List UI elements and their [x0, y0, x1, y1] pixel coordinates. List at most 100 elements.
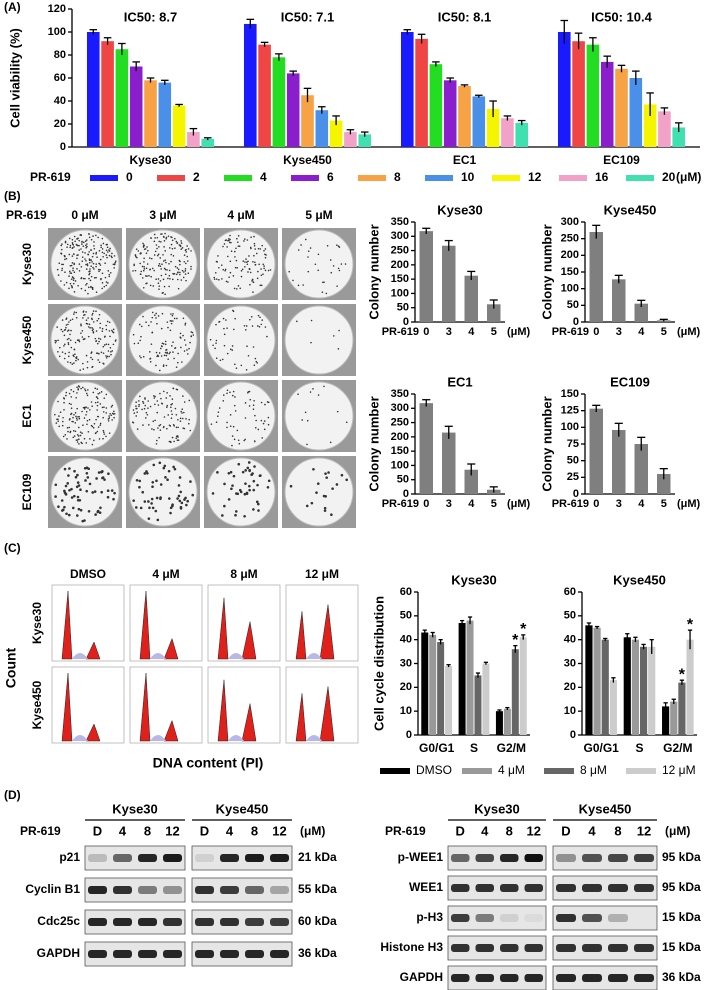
blot-band: [556, 914, 576, 922]
colony: [236, 237, 238, 240]
colony: [80, 324, 82, 327]
colony: [148, 506, 151, 510]
colony: [160, 327, 163, 330]
colony: [244, 261, 246, 263]
colony: [164, 476, 167, 479]
colony: [312, 388, 314, 390]
colony: [81, 519, 85, 523]
blot-band: [270, 886, 289, 894]
colony: [81, 256, 84, 258]
x-tick-label: G2/M: [663, 741, 692, 755]
colony: [177, 494, 181, 498]
colony: [184, 324, 187, 326]
colony: [86, 264, 89, 267]
colony: [138, 405, 140, 408]
colony: [153, 269, 155, 272]
colony: [253, 399, 255, 402]
colony: [262, 422, 265, 425]
colony: [60, 280, 62, 282]
colony: [84, 258, 86, 260]
colony: [111, 329, 113, 332]
colony: [69, 246, 72, 249]
colony: [143, 472, 147, 475]
colony: [138, 485, 141, 489]
colony: [165, 348, 168, 351]
size-label: 15 kDa: [662, 910, 701, 924]
colony: [106, 251, 109, 253]
colony: [113, 416, 115, 419]
colony: [76, 268, 78, 270]
colony: [98, 392, 101, 394]
blot-band: [195, 886, 214, 894]
colony: [170, 441, 172, 444]
colony: [85, 413, 87, 416]
colony: [99, 422, 102, 425]
bar: [643, 104, 657, 147]
colony: [222, 400, 225, 402]
annotation: IC50: 10.4: [591, 9, 652, 24]
colony: [323, 281, 325, 284]
colony: [139, 395, 141, 398]
colony: [88, 273, 90, 276]
colony: [235, 288, 238, 290]
colony: [180, 240, 182, 242]
colony: [95, 418, 97, 421]
colony: [181, 361, 183, 363]
colony: [67, 361, 69, 363]
colony: [157, 253, 160, 255]
colony: [105, 328, 108, 331]
colony: [229, 470, 233, 474]
colony: [251, 279, 254, 281]
colony: [178, 244, 181, 246]
colony: [182, 334, 184, 337]
legend-label: 0: [126, 170, 133, 184]
colony: [175, 273, 178, 276]
colony: [184, 262, 187, 265]
colony: [243, 240, 245, 242]
protein-label: p-H3: [416, 910, 443, 924]
colony: [74, 280, 77, 282]
y-tick-label: 100: [561, 283, 579, 295]
colony: [252, 508, 255, 511]
colony: [99, 258, 102, 261]
bar: [629, 78, 643, 147]
colony: [323, 385, 325, 388]
colony: [70, 272, 73, 275]
colony: [67, 474, 70, 477]
colony: [93, 439, 95, 442]
bar: [419, 231, 433, 322]
colony: [78, 244, 80, 247]
colony: [185, 418, 187, 420]
colony: [109, 335, 111, 338]
bar: [472, 96, 486, 147]
colony: [235, 492, 238, 495]
colony: [86, 239, 88, 241]
colony: [325, 476, 328, 479]
colony: [300, 244, 302, 246]
colony: [151, 316, 154, 319]
colony: [254, 261, 256, 264]
colony: [138, 479, 142, 483]
bar: [158, 82, 172, 147]
protein-label: GAPDH: [37, 946, 80, 960]
colony: [163, 285, 166, 288]
colony: [250, 315, 253, 318]
colony: [113, 410, 115, 413]
colony: [140, 325, 143, 328]
colony: [69, 272, 71, 274]
colony: [135, 401, 137, 404]
dose-label: 12: [272, 823, 286, 838]
colony: [71, 420, 73, 423]
colony: [148, 424, 150, 426]
colony: [132, 409, 135, 411]
colony: [97, 236, 99, 239]
colony: [161, 292, 164, 294]
bar: [419, 403, 433, 494]
colony: [107, 282, 109, 284]
colony: [76, 392, 78, 394]
colony: [148, 351, 151, 353]
colony: [77, 435, 80, 437]
colony: [258, 474, 262, 478]
colony: [66, 243, 69, 246]
colony: [142, 315, 144, 318]
